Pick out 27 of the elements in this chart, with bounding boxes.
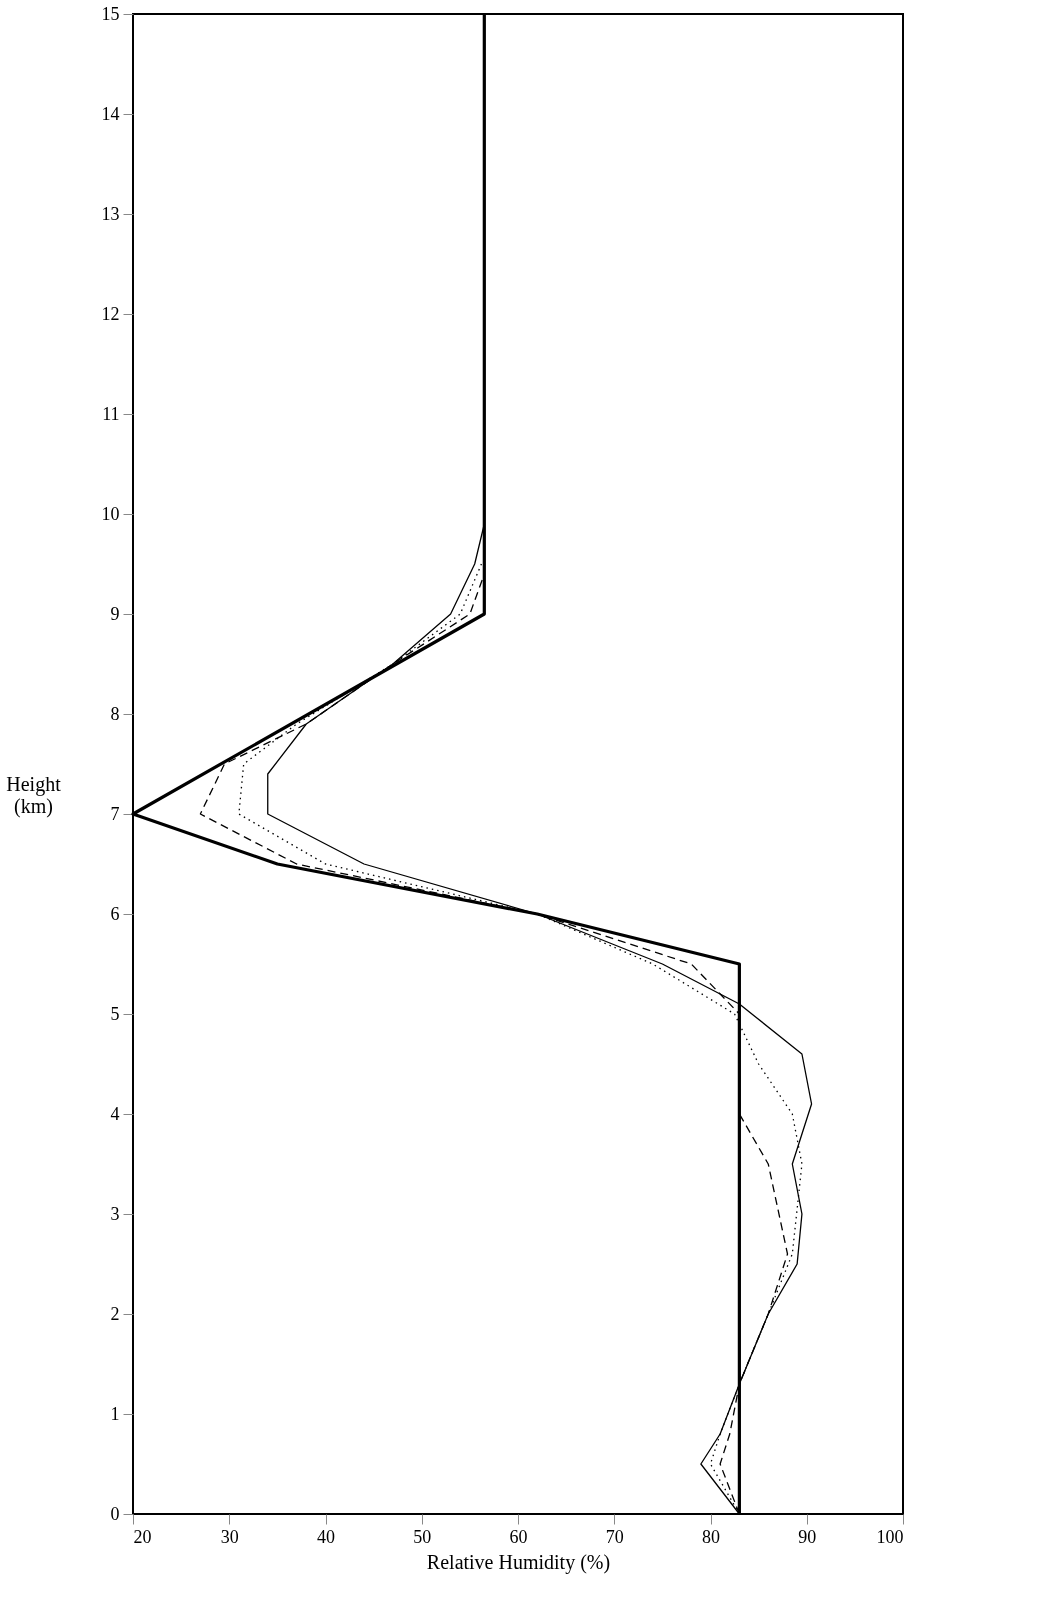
x-tick-label: 100 bbox=[876, 1526, 904, 1547]
x-tick-label: 50 bbox=[413, 1526, 432, 1547]
y-tick-label: 3 bbox=[110, 1203, 120, 1224]
y-tick-label: 13 bbox=[101, 203, 120, 224]
x-tick-label: 80 bbox=[702, 1526, 720, 1547]
y-tick-label: 0 bbox=[110, 1503, 120, 1524]
y-tick-label: 12 bbox=[101, 303, 120, 324]
x-tick-label: 70 bbox=[605, 1526, 624, 1547]
y-tick-label: 9 bbox=[110, 603, 120, 624]
y-tick-label: 15 bbox=[101, 3, 120, 24]
x-tick-label: 40 bbox=[317, 1526, 335, 1547]
y-tick-label: 11 bbox=[102, 403, 120, 424]
x-tick-label: 60 bbox=[509, 1526, 528, 1547]
y-tick-label: 5 bbox=[110, 1003, 120, 1024]
y-tick-label: 7 bbox=[110, 803, 120, 824]
x-tick-label: 90 bbox=[798, 1526, 817, 1547]
y-axis-title: Height (km) bbox=[6, 772, 62, 818]
y-tick-label: 10 bbox=[101, 503, 120, 524]
x-tick-label: 30 bbox=[220, 1526, 239, 1547]
y-tick-label: 14 bbox=[101, 103, 120, 124]
y-tick-label: 2 bbox=[110, 1303, 120, 1324]
y-tick-label: 6 bbox=[110, 903, 120, 924]
x-tick-label: 20 bbox=[133, 1526, 152, 1547]
y-tick-label: 8 bbox=[110, 703, 120, 724]
y-tick-label: 4 bbox=[110, 1103, 120, 1124]
y-tick-label: 1 bbox=[110, 1403, 120, 1424]
x-axis-title: Relative Humidity (%) bbox=[426, 1550, 611, 1574]
